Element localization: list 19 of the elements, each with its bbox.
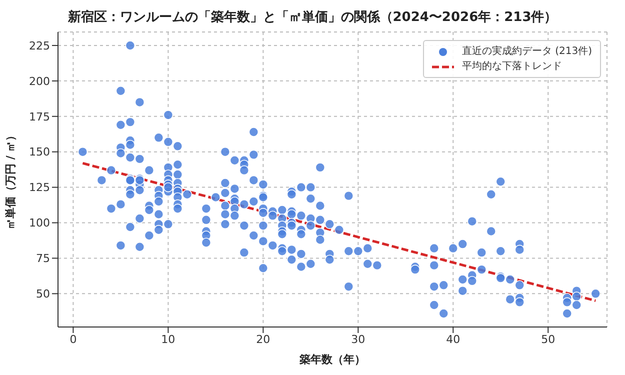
legend-label: 平均的な下落トレンド: [462, 60, 562, 74]
y-tick-label: 50: [36, 288, 50, 301]
x-tick-label: 30: [351, 332, 366, 346]
y-tick-label: 200: [29, 74, 50, 88]
y-tick-label: 75: [36, 252, 50, 266]
y-axis-title: ㎡単価（万円 / ㎡）: [4, 130, 17, 230]
x-tick-label: 10: [161, 332, 176, 346]
chart-title: 新宿区：ワンルームの「築年数」と「㎡単価」の関係（2024〜2026年：213件）: [66, 8, 558, 26]
y-tick-label: 175: [29, 110, 50, 124]
x-tick-label: 50: [541, 332, 556, 346]
x-tick-label: 0: [70, 332, 77, 346]
y-tick-label: 150: [29, 146, 50, 159]
y-tick-label: 225: [29, 39, 50, 52]
y-tick-label: 125: [29, 181, 50, 194]
legend-label: 直近の実成約データ (213件): [462, 44, 592, 59]
y-tick-label: 100: [29, 216, 50, 230]
x-tick-label: 40: [446, 332, 460, 346]
x-axis-title: 築年数（年）: [298, 353, 366, 366]
x-tick-label: 20: [256, 332, 270, 346]
